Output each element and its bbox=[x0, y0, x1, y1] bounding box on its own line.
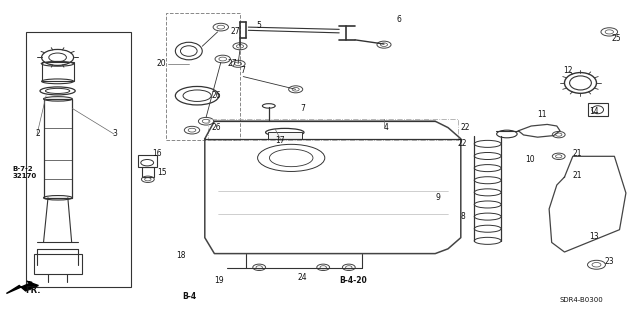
Text: 9: 9 bbox=[435, 193, 440, 202]
Bar bbox=[166, 13, 240, 140]
Text: FR.: FR. bbox=[26, 286, 41, 295]
Bar bbox=[34, 254, 82, 274]
Text: SDR4-B0300: SDR4-B0300 bbox=[560, 297, 604, 303]
Text: 22: 22 bbox=[458, 139, 467, 148]
Text: 17: 17 bbox=[275, 136, 285, 145]
Text: 16: 16 bbox=[152, 149, 162, 158]
Bar bbox=[208, 119, 458, 140]
Text: B-4-20: B-4-20 bbox=[339, 276, 367, 285]
Text: 3: 3 bbox=[112, 130, 117, 138]
Text: 21: 21 bbox=[573, 149, 582, 158]
Text: 23: 23 bbox=[605, 257, 614, 266]
Text: 21: 21 bbox=[573, 171, 582, 180]
Text: 5: 5 bbox=[256, 21, 261, 30]
Text: 4: 4 bbox=[384, 123, 389, 132]
Text: 20: 20 bbox=[157, 59, 166, 68]
Text: 25: 25 bbox=[611, 34, 621, 43]
Text: 10: 10 bbox=[525, 155, 534, 164]
Bar bbox=[268, 132, 302, 139]
Text: 22: 22 bbox=[461, 123, 470, 132]
Bar bbox=[26, 32, 131, 287]
Text: 7: 7 bbox=[240, 66, 245, 75]
Text: 8: 8 bbox=[461, 212, 465, 221]
Text: 15: 15 bbox=[157, 168, 166, 177]
Bar bbox=[44, 99, 72, 198]
Bar bbox=[142, 167, 154, 177]
Text: 26: 26 bbox=[211, 91, 221, 100]
Text: 27: 27 bbox=[230, 27, 240, 36]
Text: 26: 26 bbox=[211, 123, 221, 132]
Text: 6: 6 bbox=[397, 15, 402, 24]
Text: 14: 14 bbox=[589, 107, 598, 116]
Text: 27: 27 bbox=[227, 59, 237, 68]
Text: B-4: B-4 bbox=[182, 292, 196, 301]
Text: 18: 18 bbox=[176, 251, 186, 260]
Text: 13: 13 bbox=[589, 232, 598, 241]
Text: 19: 19 bbox=[214, 276, 224, 285]
Bar bbox=[138, 155, 157, 167]
Bar bbox=[42, 62, 74, 81]
Text: 12: 12 bbox=[563, 66, 573, 75]
Text: 2: 2 bbox=[35, 130, 40, 138]
Text: B-7-2
32170: B-7-2 32170 bbox=[13, 166, 37, 179]
Bar bbox=[588, 103, 608, 116]
Text: 11: 11 bbox=[538, 110, 547, 119]
Text: 24: 24 bbox=[298, 273, 307, 282]
Polygon shape bbox=[6, 281, 38, 293]
Text: 7: 7 bbox=[301, 104, 306, 113]
